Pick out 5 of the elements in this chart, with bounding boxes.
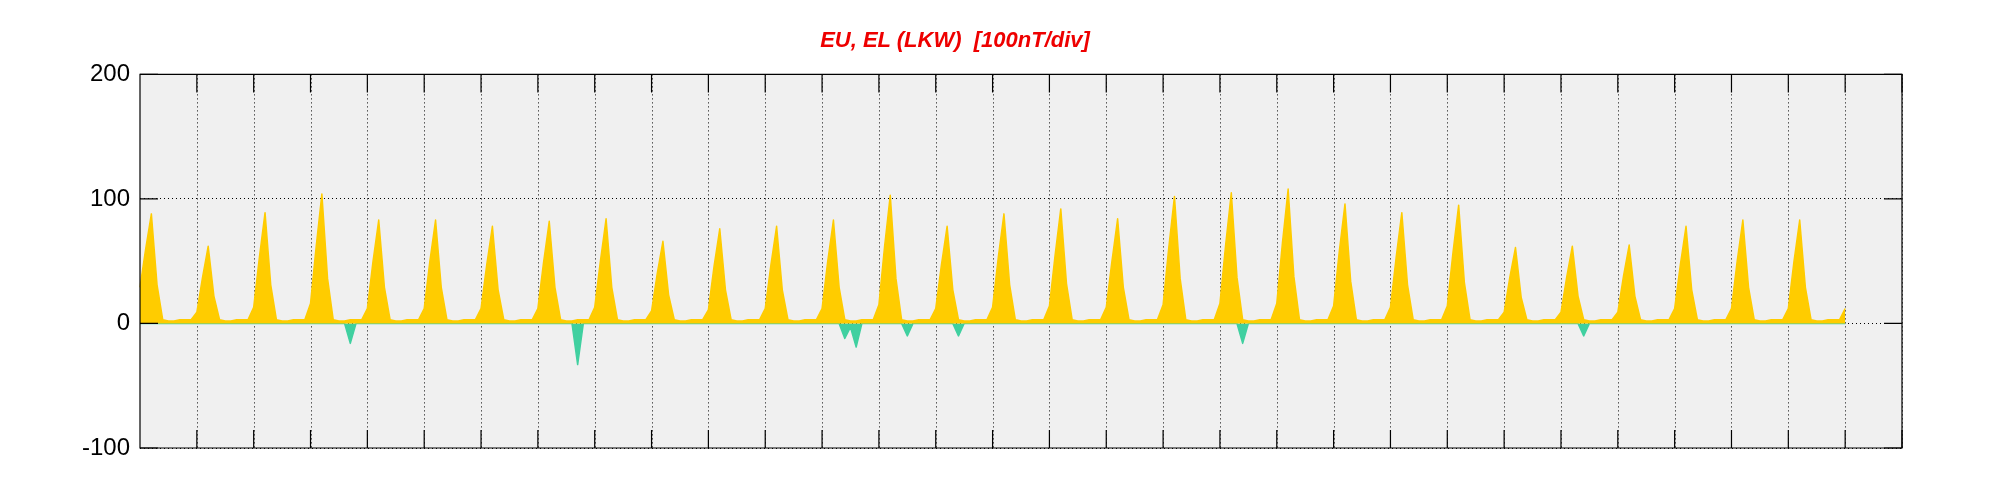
- y-tick-label: 0: [116, 308, 130, 336]
- chart-title: EU, EL (LKW) [100nT/div]: [820, 27, 1091, 53]
- y-tick-label: 100: [89, 183, 130, 211]
- y-tick-label: 200: [89, 59, 130, 87]
- y-tick-label: -100: [81, 432, 130, 460]
